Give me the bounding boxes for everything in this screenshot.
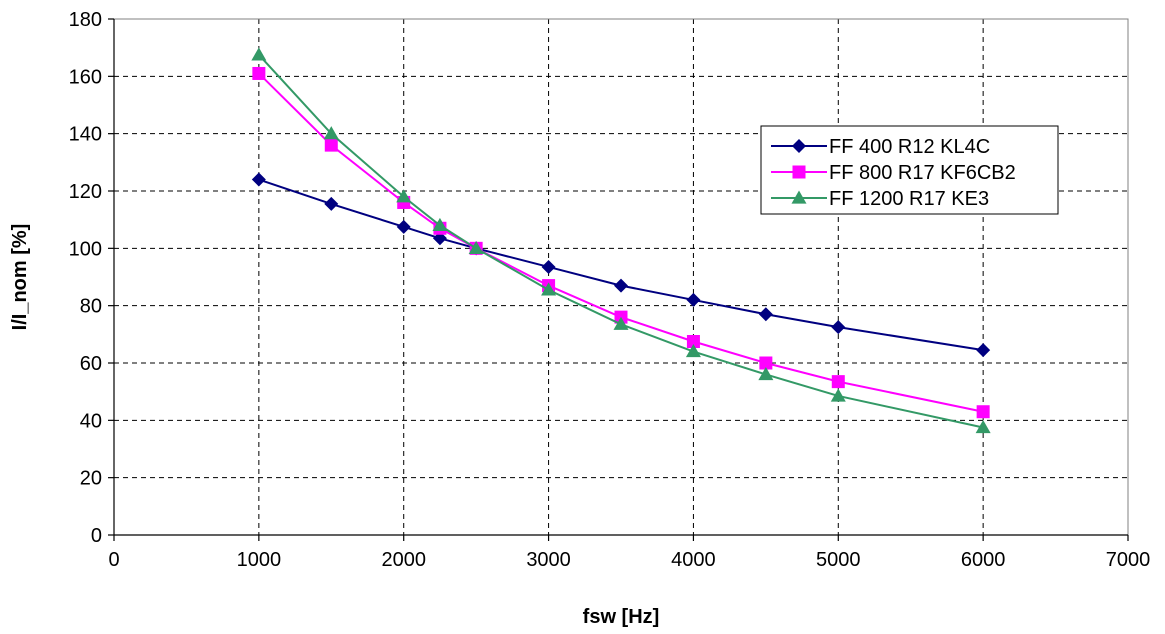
y-tick-label: 40 (80, 410, 102, 432)
y-axis-title: I/I_nom [%] (9, 224, 31, 331)
data-point-square (686, 335, 700, 348)
data-point-triangle (685, 344, 701, 358)
x-tick-label: 2000 (381, 549, 426, 571)
data-point-diamond (831, 320, 846, 335)
data-point-square (252, 66, 266, 80)
axes (108, 18, 1129, 541)
legend-item: FF 400 R12 KL4C (771, 136, 990, 158)
series-1 (251, 172, 991, 358)
data-point-triangle (758, 366, 774, 381)
x-tick-label: 3000 (526, 549, 571, 571)
data-point-diamond (432, 231, 447, 246)
y-tick-label: 140 (69, 124, 102, 146)
y-tick-label: 60 (80, 353, 102, 375)
x-tick-label: 6000 (961, 549, 1006, 571)
x-tick-label: 5000 (816, 549, 861, 571)
plot-area-frame (113, 18, 1129, 536)
data-point-triangle (791, 190, 807, 204)
series-3 (251, 47, 991, 434)
x-tick-labels: 0 1000 2000 3000 4000 5000 6000 7000 (108, 549, 1150, 571)
data-point-square (976, 405, 990, 419)
data-point-diamond (541, 259, 556, 274)
legend-box (760, 125, 1059, 215)
data-point-diamond (792, 139, 806, 153)
data-point-triangle (975, 420, 991, 434)
legend-label: FF 400 R12 KL4C (829, 136, 990, 158)
data-point-diamond (396, 219, 411, 234)
y-tick-label: 80 (80, 296, 102, 318)
data-point-diamond (976, 343, 991, 358)
legend-label: FF 1200 R17 KE3 (829, 188, 989, 210)
x-tick-label: 1000 (237, 549, 282, 571)
x-tick-label: 4000 (671, 549, 716, 571)
data-point-square (792, 165, 806, 179)
y-tick-label: 100 (69, 238, 102, 260)
data-point-diamond (614, 278, 628, 293)
data-point-triangle (541, 282, 557, 296)
data-point-triangle (830, 388, 846, 402)
data-point-square (324, 138, 338, 152)
series-2 (252, 66, 990, 419)
x-tick-label: 0 (108, 549, 119, 571)
data-point-diamond (686, 292, 701, 307)
data-point-triangle (323, 126, 339, 140)
legend: FF 400 R12 KL4C FF 800 R17 KF6CB2 FF 1200 … (760, 125, 1059, 215)
y-tick-labels: 0 20 40 60 80 100 120 140 160 180 (69, 9, 102, 547)
series-group (251, 47, 991, 434)
y-tick-label: 160 (69, 66, 102, 88)
data-point-triangle (468, 240, 484, 254)
data-point-triangle (396, 189, 412, 203)
data-point-square (759, 356, 773, 370)
y-tick-label: 20 (80, 468, 102, 490)
y-tick-label: 0 (91, 525, 102, 547)
grid-lines (114, 18, 1129, 535)
y-tick-label: 180 (69, 9, 102, 31)
data-point-square (831, 375, 845, 389)
series-line (258, 72, 984, 413)
data-point-triangle (251, 47, 267, 61)
series-line (258, 54, 984, 429)
data-point-triangle (432, 217, 448, 232)
legend-label: FF 800 R17 KF6CB2 (829, 162, 1016, 184)
data-point-triangle (613, 316, 629, 330)
legend-item: FF 800 R17 KF6CB2 (771, 162, 1016, 184)
legend-item: FF 1200 R17 KE3 (771, 188, 989, 210)
x-axis-title: fsw [Hz] (583, 606, 660, 628)
x-tick-label: 7000 (1106, 549, 1151, 571)
data-point-diamond (324, 196, 339, 211)
y-tick-label: 120 (69, 181, 102, 203)
data-point-diamond (758, 307, 773, 322)
data-point-diamond (251, 172, 266, 187)
